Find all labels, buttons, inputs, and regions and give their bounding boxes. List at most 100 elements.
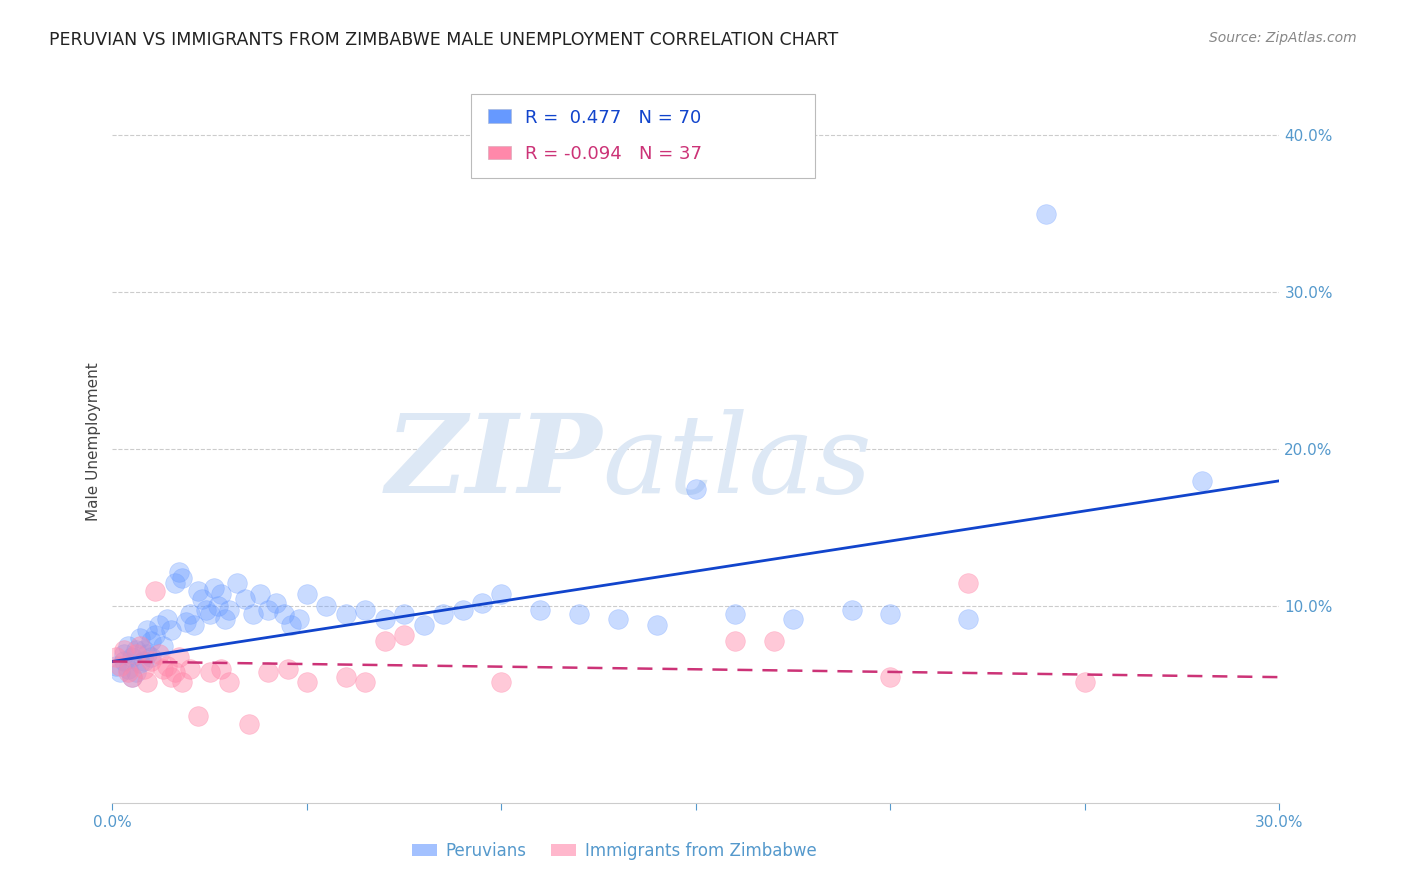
Point: [1035, 207, 1057, 221]
Point: [148, 647, 170, 661]
Point: [957, 575, 980, 590]
Point: [354, 602, 377, 616]
Text: atlas: atlas: [603, 409, 872, 517]
Point: [136, 623, 159, 637]
Point: [128, 639, 150, 653]
Text: Source: ZipAtlas.com: Source: ZipAtlas.com: [1209, 31, 1357, 45]
Point: [762, 634, 785, 648]
Point: [1074, 674, 1097, 689]
Point: [879, 607, 901, 622]
Point: [335, 670, 357, 684]
Point: [152, 639, 174, 653]
Point: [202, 581, 225, 595]
Point: [125, 643, 148, 657]
Point: [238, 717, 260, 731]
Point: [209, 662, 232, 676]
Point: [412, 618, 434, 632]
Point: [841, 602, 863, 616]
Point: [295, 674, 318, 689]
Point: [288, 612, 311, 626]
Point: [724, 607, 747, 622]
Point: [110, 665, 132, 680]
Point: [152, 662, 174, 676]
Point: [143, 628, 166, 642]
Point: [132, 662, 155, 676]
Point: [782, 612, 804, 626]
Point: [141, 649, 163, 664]
Point: [280, 618, 302, 632]
Point: [128, 656, 150, 670]
Point: [176, 615, 198, 630]
Point: [160, 623, 183, 637]
Point: [354, 674, 377, 689]
Point: [315, 599, 337, 614]
Point: [163, 575, 186, 590]
Point: [295, 587, 318, 601]
Point: [117, 639, 139, 653]
Point: [125, 665, 148, 680]
Point: [141, 634, 163, 648]
Point: [276, 662, 298, 676]
Point: [335, 607, 357, 622]
Point: [105, 659, 128, 673]
Point: [207, 599, 229, 614]
Point: [112, 655, 135, 669]
Point: [172, 571, 194, 585]
Point: [183, 618, 205, 632]
Point: [226, 575, 249, 590]
Point: [121, 649, 143, 664]
Point: [156, 659, 179, 673]
Point: [957, 612, 980, 626]
Point: [172, 674, 194, 689]
Point: [491, 587, 513, 601]
Point: [529, 602, 551, 616]
Legend: Peruvians, Immigrants from Zimbabwe: Peruvians, Immigrants from Zimbabwe: [405, 836, 823, 867]
Point: [112, 647, 135, 661]
Point: [879, 670, 901, 684]
Point: [374, 612, 396, 626]
Point: [148, 618, 170, 632]
Point: [273, 607, 295, 622]
Point: [187, 709, 209, 723]
Point: [121, 670, 143, 684]
Point: [209, 587, 232, 601]
Point: [179, 607, 201, 622]
Point: [143, 583, 166, 598]
Point: [179, 662, 201, 676]
Point: [132, 655, 155, 669]
Point: [105, 649, 128, 664]
Point: [724, 634, 747, 648]
Point: [156, 612, 179, 626]
Point: [136, 647, 159, 661]
Point: [167, 649, 190, 664]
Point: [249, 587, 271, 601]
Point: [1191, 474, 1213, 488]
Point: [110, 659, 132, 673]
Point: [218, 602, 240, 616]
Point: [491, 674, 513, 689]
Point: [191, 591, 214, 606]
Point: [257, 665, 280, 680]
Text: R = -0.094   N = 37: R = -0.094 N = 37: [524, 145, 702, 163]
Point: [242, 607, 264, 622]
Point: [198, 607, 221, 622]
Point: [121, 670, 143, 684]
Point: [214, 612, 236, 626]
Point: [117, 662, 139, 676]
Point: [141, 655, 163, 669]
Point: [685, 482, 707, 496]
Point: [160, 670, 183, 684]
Point: [451, 602, 474, 616]
Point: [233, 591, 256, 606]
Point: [568, 607, 591, 622]
Point: [218, 674, 240, 689]
Point: [471, 596, 494, 610]
Point: [163, 665, 186, 680]
Point: [112, 643, 135, 657]
Text: R =  0.477   N = 70: R = 0.477 N = 70: [524, 109, 702, 127]
Point: [264, 596, 287, 610]
Point: [117, 665, 139, 680]
Y-axis label: Male Unemployment: Male Unemployment: [86, 362, 101, 521]
Text: ZIP: ZIP: [387, 409, 603, 517]
Point: [645, 618, 668, 632]
